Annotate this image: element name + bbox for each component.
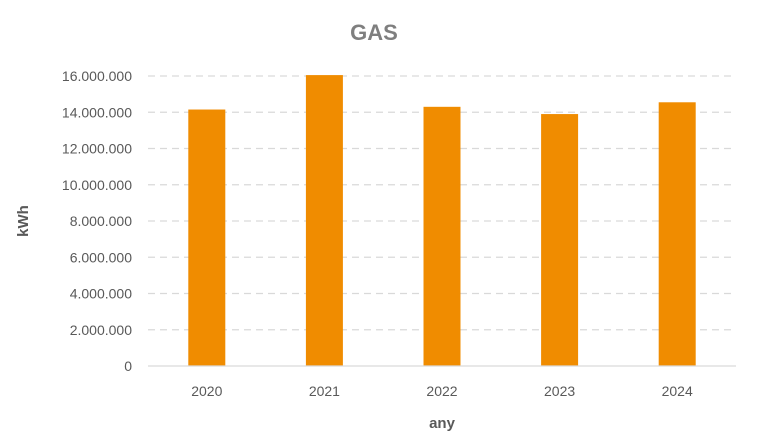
bar-2020 xyxy=(188,109,226,366)
x-tick-label: 2021 xyxy=(309,383,340,399)
bar-2024 xyxy=(658,102,696,366)
y-axis-tick-labels: 0 2.000.000 4.000.000 6.000.000 8.000.000 10.… xyxy=(62,68,132,374)
y-tick-label: 0 xyxy=(124,358,132,374)
x-axis-tick-labels: 2020 2021 2022 2023 2024 xyxy=(191,383,693,399)
x-tick-label: 2020 xyxy=(191,383,222,399)
y-tick-label: 10.000.000 xyxy=(62,177,132,193)
y-tick-label: 2.000.000 xyxy=(70,322,132,338)
x-tick-label: 2022 xyxy=(426,383,457,399)
bar-2021 xyxy=(305,75,343,366)
x-axis-title: any xyxy=(429,415,456,432)
y-tick-label: 4.000.000 xyxy=(70,286,132,302)
y-tick-label: 12.000.000 xyxy=(62,141,132,157)
x-tick-label: 2023 xyxy=(544,383,575,399)
chart-title: GAS xyxy=(350,20,398,45)
x-tick-label: 2024 xyxy=(662,383,693,399)
bars xyxy=(188,75,696,366)
y-tick-label: 16.000.000 xyxy=(62,68,132,84)
bar-2022 xyxy=(423,106,461,366)
y-tick-label: 8.000.000 xyxy=(70,213,132,229)
bar-2023 xyxy=(541,114,579,366)
y-tick-label: 6.000.000 xyxy=(70,249,132,265)
y-tick-label: 14.000.000 xyxy=(62,104,132,120)
y-axis-title: kWh xyxy=(15,205,32,237)
